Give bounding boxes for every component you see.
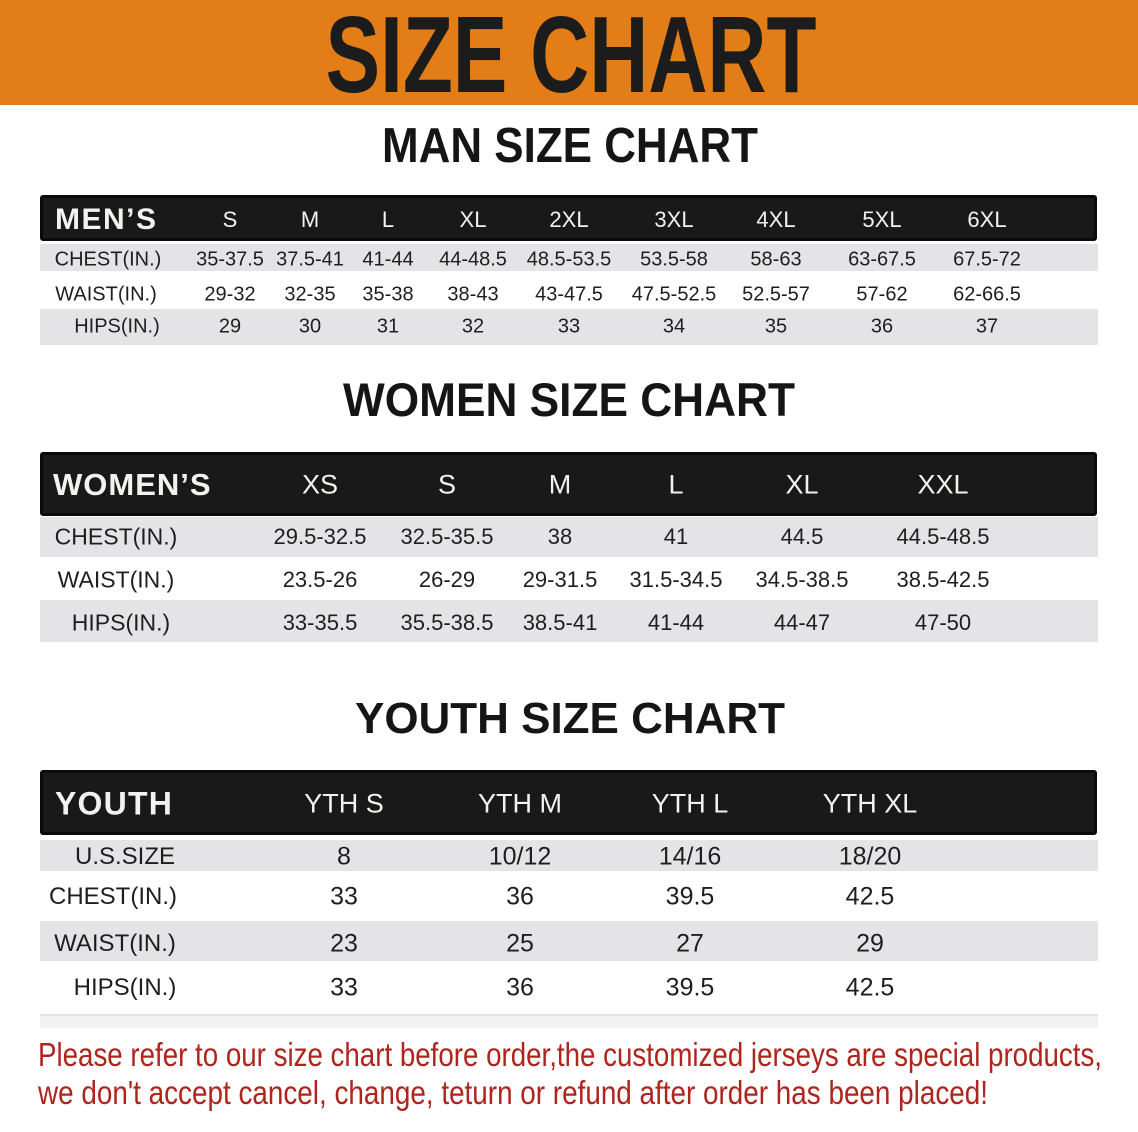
svg-text:we don't accept cancel, change: we don't accept cancel, change, teturn o… xyxy=(37,1074,988,1111)
svg-text:SIZE CHART: SIZE CHART xyxy=(326,0,817,110)
svg-text:Please refer to our size chart: Please refer to our size chart before or… xyxy=(38,1036,1102,1073)
svg-text:YOUTH SIZE CHART: YOUTH SIZE CHART xyxy=(355,694,785,743)
svg-text:MAN SIZE CHART: MAN SIZE CHART xyxy=(382,119,758,170)
svg-text:WOMEN SIZE CHART: WOMEN SIZE CHART xyxy=(343,373,795,425)
